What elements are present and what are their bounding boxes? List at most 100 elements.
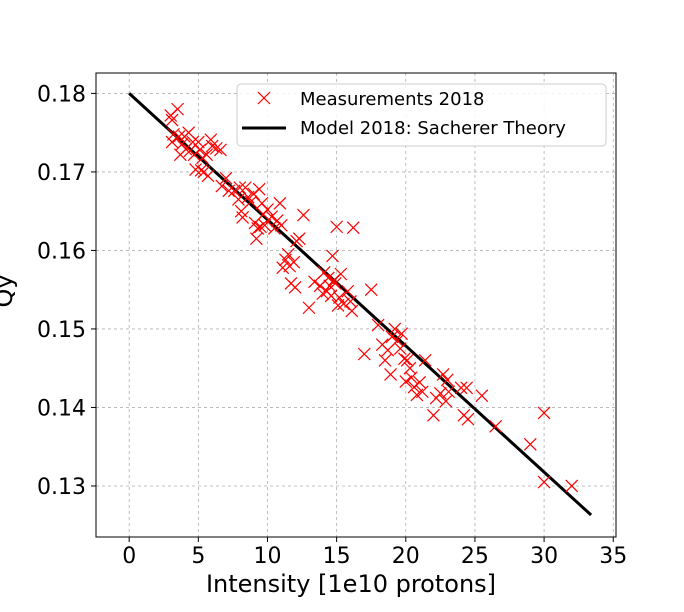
y-tick-label: 0.16 (37, 239, 86, 264)
measurement-point (395, 327, 409, 341)
x-tick-label: 20 (392, 544, 420, 569)
measurement-point (191, 135, 205, 149)
plot-area-frame (95, 72, 617, 538)
measurement-point (328, 276, 342, 290)
measurement-point (209, 141, 223, 155)
measurement-point (236, 211, 250, 224)
measurement-point (171, 102, 185, 116)
measurement-point (324, 289, 338, 303)
x-tick-label: 0 (122, 544, 136, 569)
measurement-point (265, 210, 279, 224)
measurement-point (357, 347, 371, 361)
measurement-point (330, 220, 344, 234)
measurement-point (393, 342, 407, 355)
measurement-point (205, 139, 219, 153)
measurement-point (331, 298, 345, 312)
measurement-point (189, 163, 202, 176)
x-tick-label: 5 (191, 544, 205, 569)
y-tick-label: 0.14 (37, 396, 86, 421)
legend-marker-measurements (257, 91, 271, 105)
measurement-point (233, 181, 247, 195)
measurement-point (201, 169, 215, 183)
measurement-point (413, 375, 427, 389)
measurement-point (346, 221, 360, 235)
legend-label-model: Model 2018: Sacherer Theory (300, 118, 566, 139)
measurement-point (274, 218, 288, 232)
legend-label-measurements: Measurements 2018 (300, 89, 484, 110)
measurement-point (384, 368, 397, 381)
measurement-point (273, 196, 287, 210)
x-tick-label: 30 (530, 544, 558, 569)
measurement-point (292, 232, 306, 246)
measurement-point (415, 385, 429, 399)
measurement-point (433, 386, 447, 400)
measurement-point (523, 437, 537, 451)
measurement-point (165, 135, 179, 149)
measurement-point (418, 353, 432, 367)
measurement-point (281, 247, 295, 261)
measurement-point (440, 373, 454, 387)
measurement-point (332, 291, 346, 304)
measurement-point (194, 163, 208, 177)
measurement-point (316, 287, 330, 301)
x-tick-label: 25 (461, 544, 489, 569)
y-tick-label: 0.17 (37, 161, 86, 186)
measurement-point (565, 479, 579, 493)
measurement-point (200, 148, 214, 162)
measurement-point (388, 322, 402, 336)
measurement-point (337, 297, 350, 311)
y-axis-label: Qy (0, 274, 18, 307)
measurement-point (214, 143, 227, 157)
measurement-point (364, 283, 378, 297)
measurement-point (232, 192, 245, 206)
measurement-point (244, 195, 258, 209)
model-line (128, 92, 593, 517)
measurement-point (222, 184, 236, 198)
measurement-point (399, 375, 413, 388)
measurement-point (371, 318, 385, 332)
measurement-point (215, 179, 229, 193)
measurement-point (391, 334, 404, 348)
measurement-point (193, 143, 207, 157)
measurement-point (460, 381, 474, 395)
measurement-point (537, 475, 551, 489)
measurement-point (172, 130, 186, 144)
measurement-point (287, 255, 301, 269)
measurement-point (400, 353, 414, 367)
measurement-point (288, 280, 302, 294)
x-axis-label: Intensity [1e10 protons] (206, 570, 496, 598)
measurement-point (385, 330, 399, 344)
measurement-point (251, 222, 265, 235)
measurement-point (454, 381, 468, 395)
x-tick-label: 35 (599, 544, 627, 569)
legend: Measurements 2018 Model 2018: Sacherer T… (236, 83, 607, 147)
measurement-point (334, 267, 348, 281)
measurement-point (302, 301, 316, 315)
measurement-point (317, 265, 331, 279)
measurement-point (254, 220, 267, 234)
measurement-point (297, 208, 310, 222)
measurement-point (186, 135, 200, 149)
y-tick-label: 0.18 (37, 82, 86, 107)
x-tick-label: 15 (323, 544, 351, 569)
measurement-point (404, 371, 418, 385)
y-axis-ticks: 0.13 0.14 0.15 0.16 0.17 0.18 (37, 82, 96, 500)
model-series (128, 92, 593, 517)
y-tick-label: 0.15 (37, 318, 86, 343)
measurement-point (165, 113, 179, 127)
measurement-point (345, 304, 359, 318)
measurements-series (164, 102, 579, 493)
measurement-point (436, 368, 450, 381)
measurement-point (378, 353, 392, 367)
legend-box (236, 83, 607, 147)
measurement-point (439, 394, 453, 408)
measurement-point (258, 218, 272, 232)
measurement-point (326, 249, 339, 263)
measurement-point (442, 385, 456, 399)
measurement-point (238, 181, 252, 195)
measurement-point (537, 406, 551, 420)
measurement-point (341, 284, 355, 298)
measurement-point (489, 419, 503, 433)
measurement-point (461, 412, 475, 426)
